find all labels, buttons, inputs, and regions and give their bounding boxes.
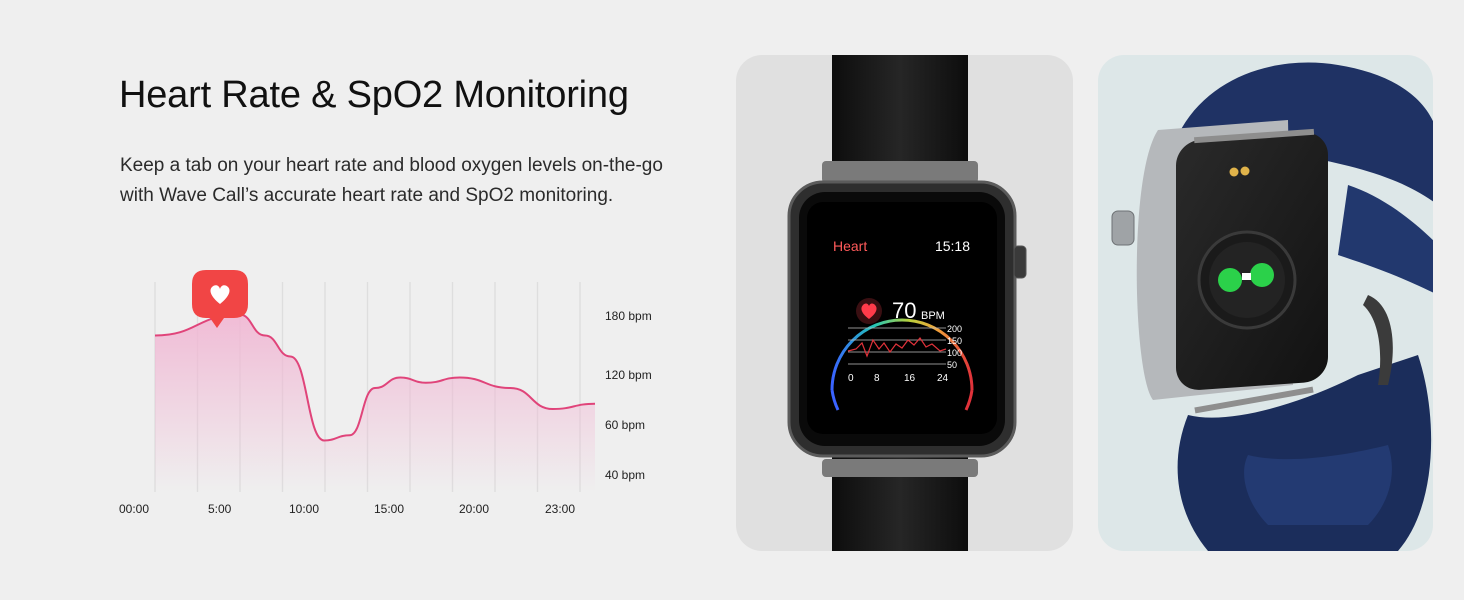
heart-rate-chart: 180 bpm 120 bpm 60 bpm 40 bpm 00:00 5:00 10:0… [119,270,652,516]
screen-heart-icon [856,298,882,324]
watch-front-panel: Heart 15:18 70 BPM 200 150 100 50 0 8 16… [736,55,1073,551]
crown-button [1111,210,1135,246]
x-axis-labels: 00:00 5:00 10:00 15:00 20:00 23:00 [119,502,575,516]
screen-scale-200: 200 [947,324,962,334]
heart-marker-icon [192,270,248,328]
y-tick-label: 40 bpm [605,468,645,482]
screen-scale-150: 150 [947,336,962,346]
x-tick-label: 15:00 [374,502,404,516]
watch-back-panel [1098,55,1433,551]
screen-bpm-value: 70 [892,298,916,323]
screen-scale-50: 50 [947,360,957,370]
screen-scale-100: 100 [947,348,962,358]
screen-mini-graph [847,337,947,358]
top-strap [832,55,968,167]
charging-pin-2 [1240,166,1250,176]
page-title: Heart Rate & SpO2 Monitoring [119,74,629,116]
x-tick-label: 20:00 [459,502,489,516]
watch-screen [807,202,997,434]
screen-axis-0: 0 [848,373,854,384]
x-tick-label: 5:00 [208,502,232,516]
y-tick-label: 60 bpm [605,418,645,432]
heart-rate-area [155,314,595,492]
x-tick-label: 23:00 [545,502,575,516]
description-text: Keep a tab on your heart rate and blood … [120,155,663,206]
screen-axis-8: 8 [874,373,880,384]
crown-button [1013,245,1027,279]
screen-label: Heart [833,238,867,254]
x-tick-label: 00:00 [119,502,149,516]
y-tick-label: 120 bpm [605,368,652,382]
sensor-led-left [1218,268,1242,292]
y-tick-label: 180 bpm [605,309,652,323]
charging-pin-1 [1229,167,1239,177]
screen-bpm-unit: BPM [921,310,945,322]
x-tick-label: 10:00 [289,502,319,516]
screen-axis-16: 16 [904,373,916,384]
heart-rate-line [154,313,596,442]
screen-time: 15:18 [935,238,970,254]
screen-axis-24: 24 [937,373,949,384]
sensor-led-right [1250,263,1274,287]
y-axis-labels: 180 bpm 120 bpm 60 bpm 40 bpm [605,309,652,482]
